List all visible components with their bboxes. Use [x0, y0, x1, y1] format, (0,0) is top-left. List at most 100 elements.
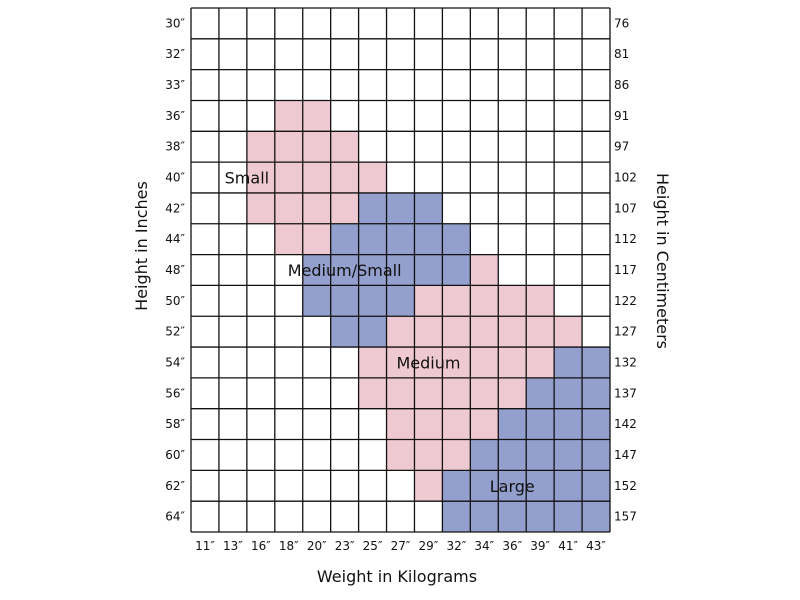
size-cell-small	[302, 223, 331, 255]
size-cell-medium-small	[302, 254, 331, 286]
size-cell-medium-small	[330, 316, 359, 348]
size-cell-medium	[414, 285, 443, 317]
size-cell-medium-small	[358, 223, 387, 255]
size-cell-large	[582, 377, 610, 409]
size-zone-label: Large	[490, 477, 535, 496]
size-cell-medium	[414, 408, 443, 440]
size-cell-small	[330, 192, 359, 224]
size-cell-medium	[526, 347, 555, 378]
size-cell-medium-small	[330, 285, 359, 317]
size-cell-large	[470, 501, 499, 532]
size-cell-medium	[442, 408, 471, 440]
size-cell-small	[302, 100, 331, 132]
size-cell-large	[582, 408, 610, 440]
y-tick-label-left: 64″	[165, 510, 185, 524]
size-cell-small	[274, 223, 303, 255]
x-tick-label: 25″	[363, 539, 383, 553]
size-zone-label: Medium	[396, 353, 460, 372]
y-tick-label-right: 122	[614, 294, 637, 308]
size-cell-small	[330, 131, 359, 163]
y-tick-label-left: 33″	[165, 78, 185, 92]
ticks-layer: 30″ 32″ 33″ 36″ 38″ 40″ 42″ 44″ 48″ 50″ 52″ 54″ 56″ 5…	[165, 16, 637, 553]
y-tick-label-right: 112	[614, 232, 637, 246]
size-cell-medium	[470, 254, 499, 286]
x-tick-label: 16″	[251, 539, 271, 553]
x-tick-label: 11″	[195, 539, 215, 553]
y-tick-label-right: 132	[614, 355, 637, 369]
size-cell-medium	[498, 285, 527, 317]
size-cell-large	[526, 439, 555, 471]
y-tick-label-right: 76	[614, 16, 629, 30]
x-tick-label: 23″	[335, 539, 355, 553]
size-cell-medium	[470, 408, 499, 440]
size-cell-medium	[386, 347, 415, 378]
x-tick-label: 39″	[530, 539, 550, 553]
size-cell-medium-small	[358, 316, 387, 348]
size-cell-small	[358, 162, 387, 193]
size-cell-medium-small	[330, 254, 359, 286]
size-cell-small	[274, 131, 303, 163]
size-cell-large	[442, 501, 471, 532]
size-cell-medium-small	[330, 223, 359, 255]
size-cell-small	[274, 192, 303, 224]
size-cell-medium-small	[358, 254, 387, 286]
size-cell-large	[582, 439, 610, 471]
y-axis-title-left: Height in Inches	[132, 181, 151, 311]
x-tick-label: 27″	[391, 539, 411, 553]
size-cell-medium-small	[386, 254, 415, 286]
size-cell-medium	[526, 285, 555, 317]
y-tick-label-left: 30″	[165, 16, 185, 30]
size-cell-small	[246, 162, 275, 193]
size-cell-large	[470, 439, 499, 471]
size-cell-large	[554, 377, 583, 409]
size-cell-medium	[386, 439, 415, 471]
size-zone-label: Medium/Small	[288, 261, 402, 280]
size-cell-medium	[414, 377, 443, 409]
size-cell-small	[302, 192, 331, 224]
y-tick-label-right: 117	[614, 263, 637, 277]
size-cell-medium	[442, 316, 471, 348]
y-tick-label-right: 102	[614, 171, 637, 185]
y-tick-label-left: 52″	[165, 325, 185, 339]
size-cell-medium-small	[414, 223, 443, 255]
y-tick-label-left: 38″	[165, 140, 185, 154]
y-tick-label-left: 60″	[165, 448, 185, 462]
size-cell-medium	[442, 439, 471, 471]
size-cell-large	[554, 501, 583, 532]
y-tick-label-right: 107	[614, 201, 637, 215]
x-tick-label: 43″	[586, 539, 606, 553]
size-cell-medium	[414, 470, 443, 502]
y-tick-label-right: 81	[614, 47, 629, 61]
x-tick-label: 41″	[558, 539, 578, 553]
size-cell-large	[470, 470, 499, 502]
x-tick-label: 32″	[446, 539, 466, 553]
x-tick-label: 20″	[307, 539, 327, 553]
size-cell-large	[554, 408, 583, 440]
size-cell-small	[302, 162, 331, 193]
size-cell-large	[498, 408, 527, 440]
size-cell-large	[526, 501, 555, 532]
size-cell-large	[526, 470, 555, 502]
size-cell-large	[526, 408, 555, 440]
y-tick-label-left: 44″	[165, 232, 185, 246]
y-tick-label-left: 42″	[165, 201, 185, 215]
y-tick-label-right: 137	[614, 386, 637, 400]
size-cell-large	[526, 377, 555, 409]
y-tick-label-left: 48″	[165, 263, 185, 277]
x-tick-label: 13″	[223, 539, 243, 553]
size-cell-medium	[498, 316, 527, 348]
x-tick-label: 29″	[419, 539, 439, 553]
y-tick-label-left: 40″	[165, 171, 185, 185]
size-cell-medium-small	[442, 223, 471, 255]
size-cell-medium	[498, 347, 527, 378]
size-cell-small	[246, 131, 275, 163]
grid-layer	[190, 7, 611, 533]
y-axis-title-right: Height in Centimeters	[653, 173, 672, 349]
size-cell-medium-small	[414, 192, 443, 224]
y-tick-label-right: 147	[614, 448, 637, 462]
size-cell-large	[582, 347, 610, 378]
size-cell-medium-small	[386, 192, 415, 224]
y-tick-label-left: 58″	[165, 417, 185, 431]
size-cell-medium	[442, 285, 471, 317]
size-cell-large	[498, 501, 527, 532]
